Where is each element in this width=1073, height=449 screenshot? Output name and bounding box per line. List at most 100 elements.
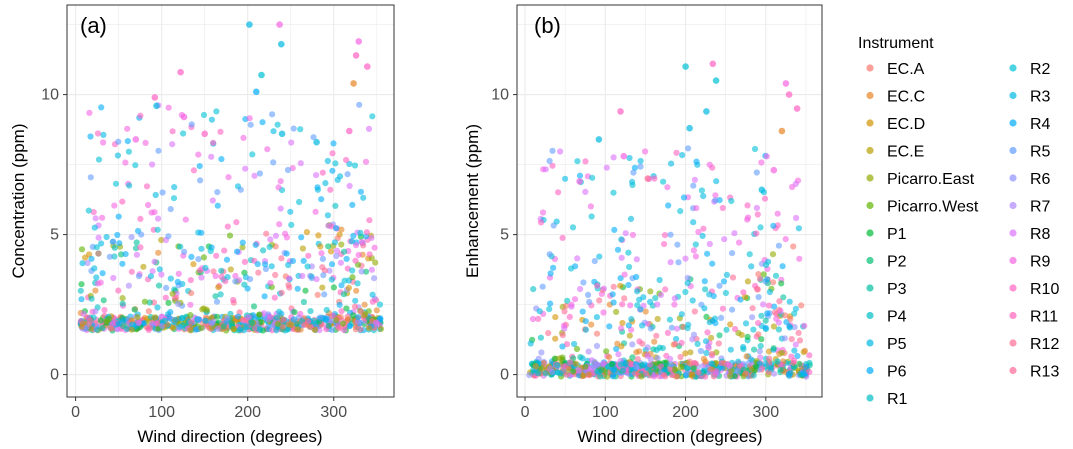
outlier-point [350, 80, 357, 87]
legend-label: EC.C [887, 89, 925, 106]
data-point [698, 187, 706, 194]
data-point [311, 326, 319, 333]
data-point [625, 249, 632, 256]
data-point [294, 326, 301, 333]
data-point [664, 329, 672, 336]
data-point [695, 369, 702, 376]
data-point [765, 302, 773, 309]
data-point [538, 365, 545, 372]
data-point [94, 326, 101, 333]
data-point [195, 256, 202, 263]
data-point [255, 269, 262, 276]
legend-label: P6 [887, 364, 907, 381]
data-point [691, 359, 698, 367]
panel-b-ylabel: Enhancement (ppm) [463, 124, 482, 278]
panel-a-ylabel: Concentration (ppm) [9, 124, 28, 279]
data-point [135, 273, 143, 280]
data-point [333, 225, 340, 232]
x-tick-label: 200 [672, 404, 699, 421]
legend-swatch [1009, 339, 1017, 347]
data-point [108, 325, 115, 332]
data-point [582, 326, 590, 333]
data-point [673, 325, 681, 332]
data-point [647, 298, 654, 305]
data-point [738, 331, 745, 338]
panel-a-tag: (a) [80, 13, 107, 38]
data-point [774, 358, 781, 365]
data-point [131, 306, 138, 313]
data-point [636, 348, 643, 355]
data-point [644, 352, 651, 359]
data-point [294, 285, 301, 292]
data-point [319, 284, 326, 291]
data-point [731, 373, 739, 380]
data-point [678, 311, 685, 318]
data-point [99, 324, 106, 332]
data-point [278, 255, 285, 262]
data-point [361, 301, 368, 308]
data-point [762, 324, 769, 331]
data-point [651, 175, 658, 182]
data-point [626, 154, 633, 162]
data-point [579, 308, 586, 315]
data-point [597, 373, 604, 380]
data-point [352, 297, 359, 304]
data-point [598, 366, 605, 374]
data-point [95, 250, 102, 257]
data-point [198, 274, 205, 281]
data-point [175, 301, 182, 308]
data-point [79, 260, 86, 267]
data-point [692, 241, 699, 248]
data-point [251, 172, 258, 179]
data-point [344, 171, 351, 178]
data-point [603, 348, 610, 355]
data-point [169, 141, 176, 148]
legend-swatch [1009, 284, 1017, 292]
data-point [764, 276, 771, 283]
data-point [78, 281, 85, 288]
data-point [779, 263, 786, 270]
data-point [776, 298, 783, 305]
data-point [213, 298, 221, 305]
data-point [791, 357, 798, 364]
data-point [328, 276, 335, 283]
data-point [214, 313, 221, 320]
data-point [691, 308, 698, 315]
data-point [313, 172, 320, 179]
data-point [176, 324, 183, 331]
legend-swatch [866, 201, 874, 210]
data-point [274, 320, 281, 327]
data-point [650, 346, 657, 353]
data-point [798, 302, 805, 309]
data-point [165, 233, 172, 240]
data-point [261, 293, 268, 300]
data-point [357, 188, 364, 195]
data-point [346, 182, 353, 190]
data-point [162, 294, 169, 301]
data-point [77, 287, 84, 294]
data-point [166, 315, 173, 322]
data-point [621, 271, 628, 278]
data-point [626, 263, 633, 271]
data-point [214, 202, 221, 209]
data-point [325, 243, 332, 250]
data-point [631, 164, 639, 171]
data-point [377, 315, 384, 322]
data-point [262, 261, 269, 268]
data-point [125, 148, 132, 155]
data-point [596, 297, 603, 304]
data-point [190, 261, 197, 268]
data-point [116, 240, 123, 247]
data-point [167, 309, 174, 316]
x-tick-label: 100 [592, 404, 619, 421]
data-point [540, 360, 547, 367]
data-point [719, 305, 727, 312]
data-point [740, 343, 747, 351]
data-point [619, 301, 626, 308]
legend-swatch [1009, 146, 1017, 155]
data-point [661, 232, 669, 239]
data-point [151, 209, 158, 216]
data-point [188, 290, 195, 297]
data-point [667, 360, 674, 368]
data-point [799, 371, 806, 378]
